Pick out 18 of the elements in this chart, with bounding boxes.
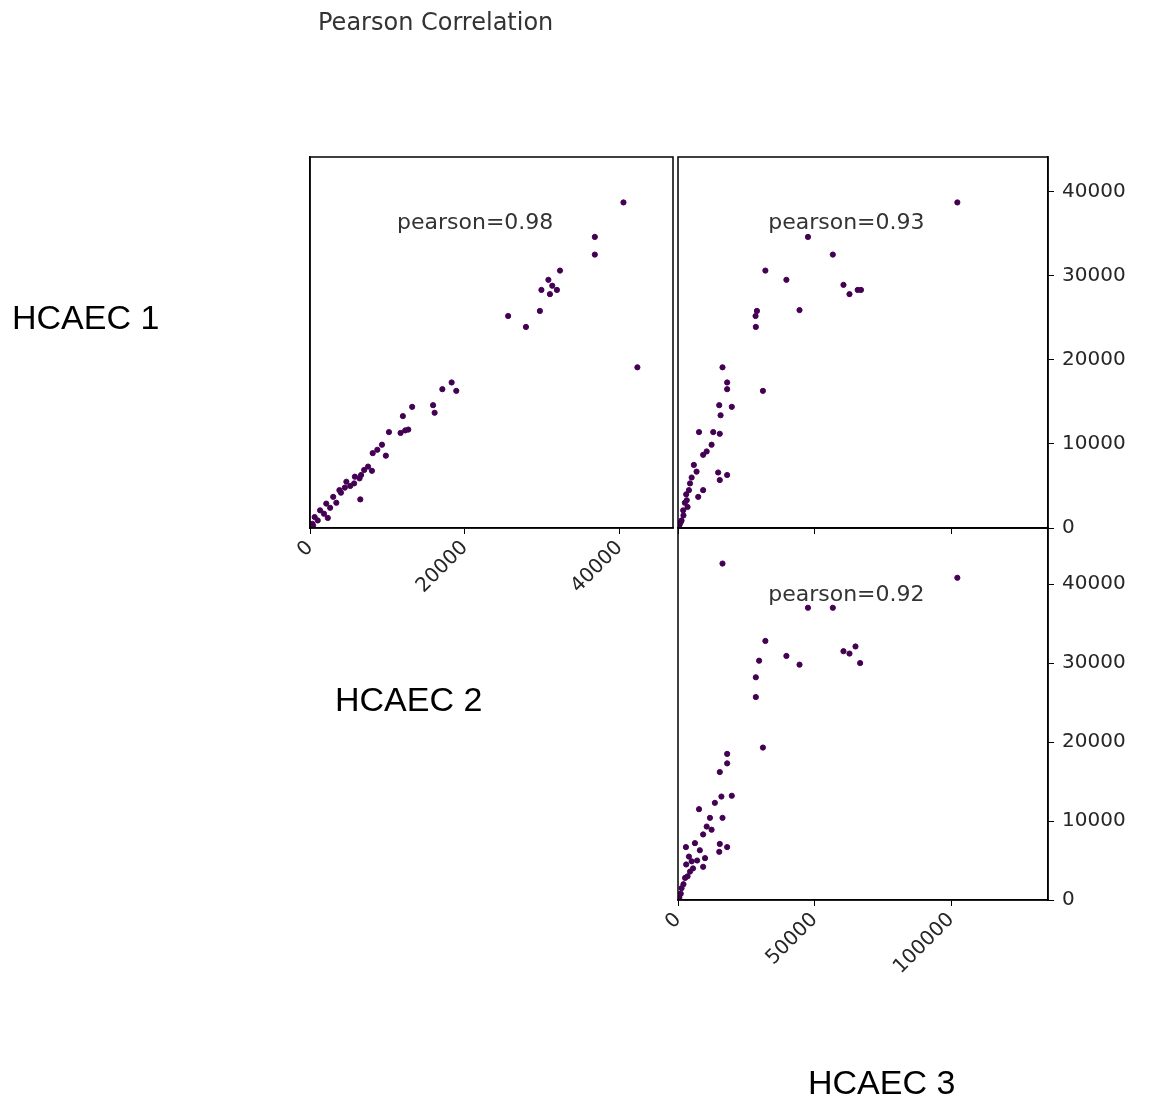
y-tick-label: 40000 — [1062, 177, 1126, 202]
y-axis-title: HCAEC 1 — [12, 298, 160, 337]
x-tick-label: 0 — [291, 534, 318, 561]
y-tick-label: 10000 — [1062, 430, 1126, 455]
x-axis-title: HCAEC 3 — [808, 1063, 956, 1102]
annotation: pearson=0.92 — [768, 580, 925, 606]
y-tick-label: 10000 — [1062, 807, 1126, 832]
y-tick-label: 30000 — [1062, 261, 1126, 286]
annotation: pearson=0.98 — [397, 209, 554, 235]
y-tick-label: 0 — [1062, 886, 1075, 911]
x-axis-title: HCAEC 2 — [335, 680, 483, 719]
x-tick-label: 0 — [659, 906, 686, 933]
chart-title: Pearson Correlation — [318, 8, 554, 36]
y-tick-label: 20000 — [1062, 728, 1126, 753]
y-tick-label: 30000 — [1062, 649, 1126, 674]
annotation: pearson=0.93 — [768, 209, 925, 235]
y-tick-label: 0 — [1062, 514, 1075, 539]
y-tick-label: 20000 — [1062, 345, 1126, 370]
